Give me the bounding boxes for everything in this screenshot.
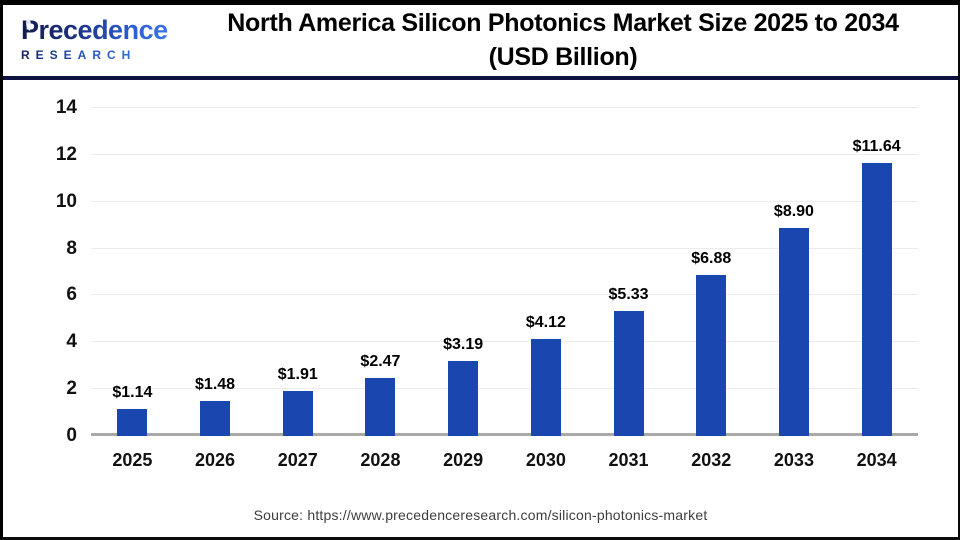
header: Precedence RESEARCH North America Silico… (3, 5, 958, 80)
bar-2027 (282, 391, 313, 436)
bar-value-label: $1.14 (112, 384, 153, 402)
y-tick-label: 14 (55, 97, 77, 118)
logo-wordmark: Precedence (21, 15, 168, 45)
bar-2034 (861, 163, 892, 436)
gridline (91, 247, 918, 249)
bar-2033 (778, 227, 809, 436)
gridline (91, 153, 918, 155)
gridline (91, 341, 918, 343)
footer: Source: https://www.precedenceresearch.c… (3, 507, 958, 525)
x-tick-label: 2027 (277, 450, 318, 470)
bar-2029 (448, 361, 479, 436)
bar-2025 (117, 409, 148, 436)
bar-2030 (530, 339, 561, 436)
bar-2028 (365, 378, 396, 436)
x-axis: 2025 2026 2027 2028 2029 2030 2031 2032 2033 2034 (91, 450, 918, 476)
bar-2026 (200, 401, 231, 436)
x-tick-label: 2030 (525, 450, 566, 470)
x-tick-label: 2034 (856, 450, 897, 470)
x-tick-label: 2031 (608, 450, 649, 470)
bar-value-label: $6.88 (691, 249, 732, 267)
chart-title-line-1: North America Silicon Photonics Market S… (227, 8, 899, 37)
gridline (91, 294, 918, 296)
bar-value-label: $11.64 (852, 138, 901, 156)
plot-area: $1.14 $1.48 $1.91 $2.47 $3.19 $4.12 $5.33 $6.88… (91, 107, 918, 436)
y-tick-label: 2 (66, 378, 77, 400)
gridline (91, 200, 918, 202)
bar-2032 (696, 274, 727, 436)
x-axis-baseline (91, 433, 918, 436)
x-tick-label: 2033 (773, 450, 814, 470)
x-tick-label: 2028 (360, 450, 401, 470)
x-tick-label: 2025 (112, 450, 153, 470)
chart-title-line-2: (USD Billion) (488, 42, 638, 71)
gridline (91, 388, 918, 390)
x-tick-label: 2032 (691, 450, 732, 470)
bar-chart: 0 2 4 6 8 10 12 14 $1.14 $1.48 $1.91 $2.47 $3.19 $4.… (3, 80, 958, 486)
gridline (91, 107, 918, 108)
x-tick-label: 2029 (443, 450, 484, 470)
y-tick-label: 8 (66, 237, 77, 259)
y-tick-label: 10 (55, 190, 77, 212)
bar-value-label: $8.90 (773, 202, 814, 220)
bar-value-label: $1.48 (195, 376, 236, 394)
precedence-research-logo: Precedence RESEARCH (3, 17, 178, 64)
x-tick-label: 2026 (195, 450, 236, 470)
y-axis: 0 2 4 6 8 10 12 14 (3, 97, 81, 446)
bar-value-label: $3.19 (443, 336, 484, 354)
chart-title: North America Silicon Photonics Market S… (178, 7, 958, 75)
y-tick-label: 12 (55, 143, 77, 165)
bar-value-label: $2.47 (360, 353, 401, 371)
logo-subword: RESEARCH (21, 48, 137, 62)
bar-value-label: $1.91 (277, 366, 318, 384)
y-tick-label: 4 (66, 331, 77, 353)
bar-value-label: $4.12 (525, 314, 566, 332)
y-tick-label: 0 (66, 425, 77, 446)
bar-2031 (613, 311, 644, 436)
source-attribution: Source: https://www.precedenceresearch.c… (253, 507, 708, 523)
bar-value-label: $5.33 (608, 286, 649, 304)
y-tick-label: 6 (66, 284, 77, 306)
